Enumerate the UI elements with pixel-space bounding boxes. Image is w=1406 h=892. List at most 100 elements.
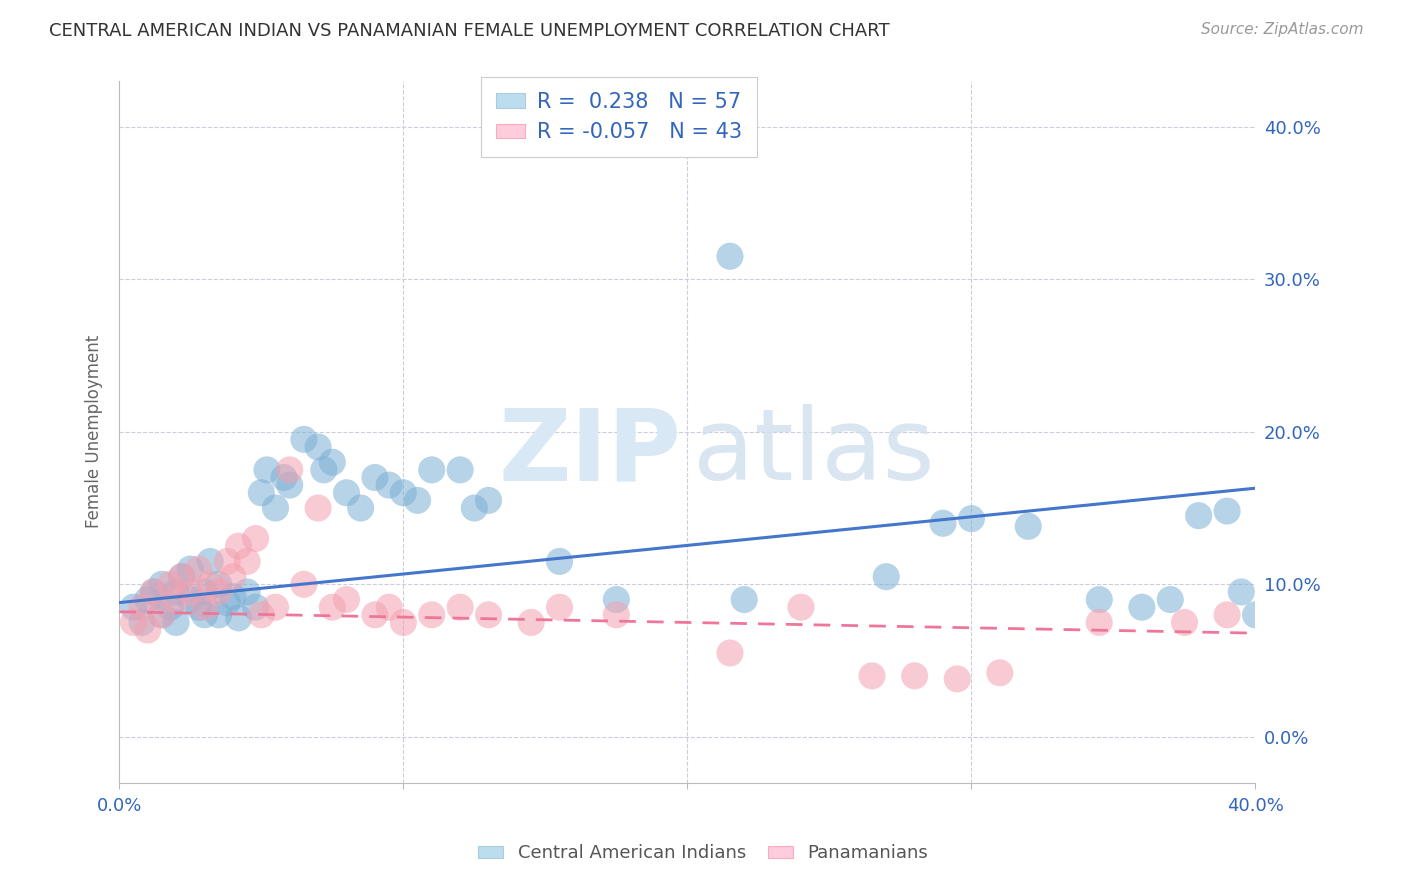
Point <box>208 607 231 622</box>
Point <box>193 585 215 599</box>
Point <box>420 463 443 477</box>
Legend: Central American Indians, Panamanians: Central American Indians, Panamanians <box>471 838 935 870</box>
Point <box>406 493 429 508</box>
Text: CENTRAL AMERICAN INDIAN VS PANAMANIAN FEMALE UNEMPLOYMENT CORRELATION CHART: CENTRAL AMERICAN INDIAN VS PANAMANIAN FE… <box>49 22 890 40</box>
Point <box>378 478 401 492</box>
Point <box>350 501 373 516</box>
Point <box>142 585 165 599</box>
Point <box>165 585 187 599</box>
Point <box>250 607 273 622</box>
Point <box>307 440 329 454</box>
Point <box>150 607 173 622</box>
Point <box>179 585 201 599</box>
Point <box>378 600 401 615</box>
Point <box>193 607 215 622</box>
Point <box>321 455 343 469</box>
Point <box>605 607 627 622</box>
Point <box>159 577 181 591</box>
Point <box>1216 607 1239 622</box>
Point <box>1216 504 1239 518</box>
Point <box>477 493 499 508</box>
Point <box>228 611 250 625</box>
Point <box>605 592 627 607</box>
Point <box>790 600 813 615</box>
Point <box>136 623 159 637</box>
Point <box>292 577 315 591</box>
Point <box>392 485 415 500</box>
Point <box>875 569 897 583</box>
Point <box>264 600 287 615</box>
Point <box>932 516 955 531</box>
Point <box>321 600 343 615</box>
Point <box>236 554 259 568</box>
Point <box>245 600 267 615</box>
Point <box>136 592 159 607</box>
Text: ZIP: ZIP <box>499 404 682 501</box>
Point <box>904 669 927 683</box>
Point <box>463 501 485 516</box>
Point <box>245 532 267 546</box>
Point <box>217 596 239 610</box>
Point <box>198 577 221 591</box>
Point <box>165 615 187 630</box>
Point <box>960 511 983 525</box>
Point <box>131 615 153 630</box>
Point <box>1159 592 1181 607</box>
Point <box>1017 519 1039 533</box>
Point <box>187 600 209 615</box>
Point <box>165 592 187 607</box>
Point <box>1244 607 1267 622</box>
Point <box>364 607 387 622</box>
Point <box>860 669 883 683</box>
Point <box>718 249 741 263</box>
Point <box>312 463 335 477</box>
Point <box>193 600 215 615</box>
Point <box>217 554 239 568</box>
Point <box>292 433 315 447</box>
Point <box>548 554 571 568</box>
Point <box>449 600 471 615</box>
Point <box>250 485 273 500</box>
Point <box>131 600 153 615</box>
Point <box>122 600 145 615</box>
Legend: R =  0.238   N = 57, R = -0.057   N = 43: R = 0.238 N = 57, R = -0.057 N = 43 <box>481 77 758 157</box>
Point <box>988 665 1011 680</box>
Point <box>236 585 259 599</box>
Point <box>264 501 287 516</box>
Point <box>122 615 145 630</box>
Point <box>1173 615 1195 630</box>
Point <box>733 592 755 607</box>
Point <box>150 577 173 591</box>
Text: Source: ZipAtlas.com: Source: ZipAtlas.com <box>1201 22 1364 37</box>
Point <box>222 590 245 604</box>
Point <box>1188 508 1211 523</box>
Point <box>335 592 357 607</box>
Point <box>170 569 193 583</box>
Point <box>208 577 231 591</box>
Point <box>307 501 329 516</box>
Point <box>198 554 221 568</box>
Point <box>1130 600 1153 615</box>
Text: atlas: atlas <box>693 404 935 501</box>
Point <box>392 615 415 630</box>
Point <box>159 600 181 615</box>
Point <box>335 485 357 500</box>
Point <box>273 470 295 484</box>
Point <box>449 463 471 477</box>
Y-axis label: Female Unemployment: Female Unemployment <box>86 335 103 528</box>
Point <box>364 470 387 484</box>
Point <box>718 646 741 660</box>
Point <box>477 607 499 622</box>
Point <box>256 463 278 477</box>
Point <box>179 562 201 576</box>
Point <box>278 478 301 492</box>
Point <box>278 463 301 477</box>
Point <box>420 607 443 622</box>
Point <box>520 615 543 630</box>
Point <box>228 539 250 553</box>
Point <box>142 585 165 599</box>
Point <box>1088 615 1111 630</box>
Point <box>179 592 201 607</box>
Point <box>1230 585 1253 599</box>
Point <box>208 585 231 599</box>
